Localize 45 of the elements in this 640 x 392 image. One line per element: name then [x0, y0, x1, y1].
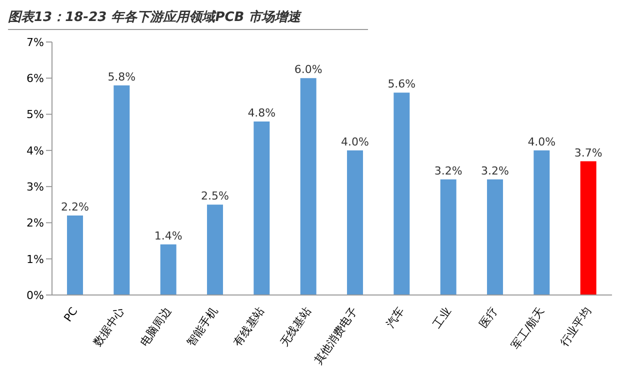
y-tick-label: 4% — [26, 144, 44, 158]
x-tick-label: 数据中心 — [91, 304, 127, 348]
x-tick-label: 其他消费电子 — [312, 304, 360, 367]
bar — [347, 150, 363, 295]
y-tick-label: 7% — [26, 36, 44, 49]
bar — [440, 179, 456, 295]
data-label: 4.8% — [248, 106, 276, 120]
data-label: 3.2% — [434, 164, 462, 178]
bar — [580, 161, 596, 295]
y-tick-label: 1% — [26, 252, 44, 266]
y-tick-label: 3% — [26, 180, 44, 194]
data-label: 2.2% — [61, 200, 89, 214]
x-tick-label: 工业 — [430, 304, 454, 330]
y-tick-label: 2% — [26, 216, 44, 230]
chart-title: 图表13：18-23 年各下游应用领域PCB 市场增速 — [8, 8, 368, 30]
data-label: 1.4% — [154, 229, 182, 242]
bar — [300, 78, 316, 295]
x-tick-label: 汽车 — [384, 304, 407, 330]
x-tick-label: 电脑周边 — [138, 304, 174, 348]
data-label: 3.2% — [481, 164, 509, 178]
y-tick-label: 0% — [26, 288, 44, 302]
y-tick-label: 5% — [26, 108, 44, 122]
data-label: 4.0% — [341, 135, 369, 148]
x-tick-label: PC — [61, 304, 80, 324]
bar — [114, 85, 130, 295]
data-label: 6.0% — [294, 63, 322, 76]
x-tick-label: 医疗 — [476, 304, 500, 330]
bar — [207, 204, 223, 295]
x-tick-label: 智能手机 — [184, 304, 220, 348]
bar — [394, 92, 410, 295]
x-tick-label: 无线基站 — [278, 304, 314, 348]
y-tick-label: 6% — [26, 72, 44, 86]
data-label: 2.5% — [201, 190, 229, 203]
bar — [487, 179, 503, 295]
bar — [160, 244, 176, 295]
bar — [534, 150, 550, 295]
bar — [254, 122, 270, 295]
x-tick-label: 军工/航天 — [508, 304, 547, 352]
data-label: 5.6% — [388, 78, 416, 91]
data-label: 4.0% — [528, 135, 556, 148]
x-tick-label: 有线基站 — [231, 304, 267, 348]
bar — [67, 215, 83, 295]
x-tick-label: 行业平均 — [558, 304, 594, 348]
data-label: 3.7% — [574, 146, 602, 160]
data-label: 5.8% — [108, 70, 136, 84]
